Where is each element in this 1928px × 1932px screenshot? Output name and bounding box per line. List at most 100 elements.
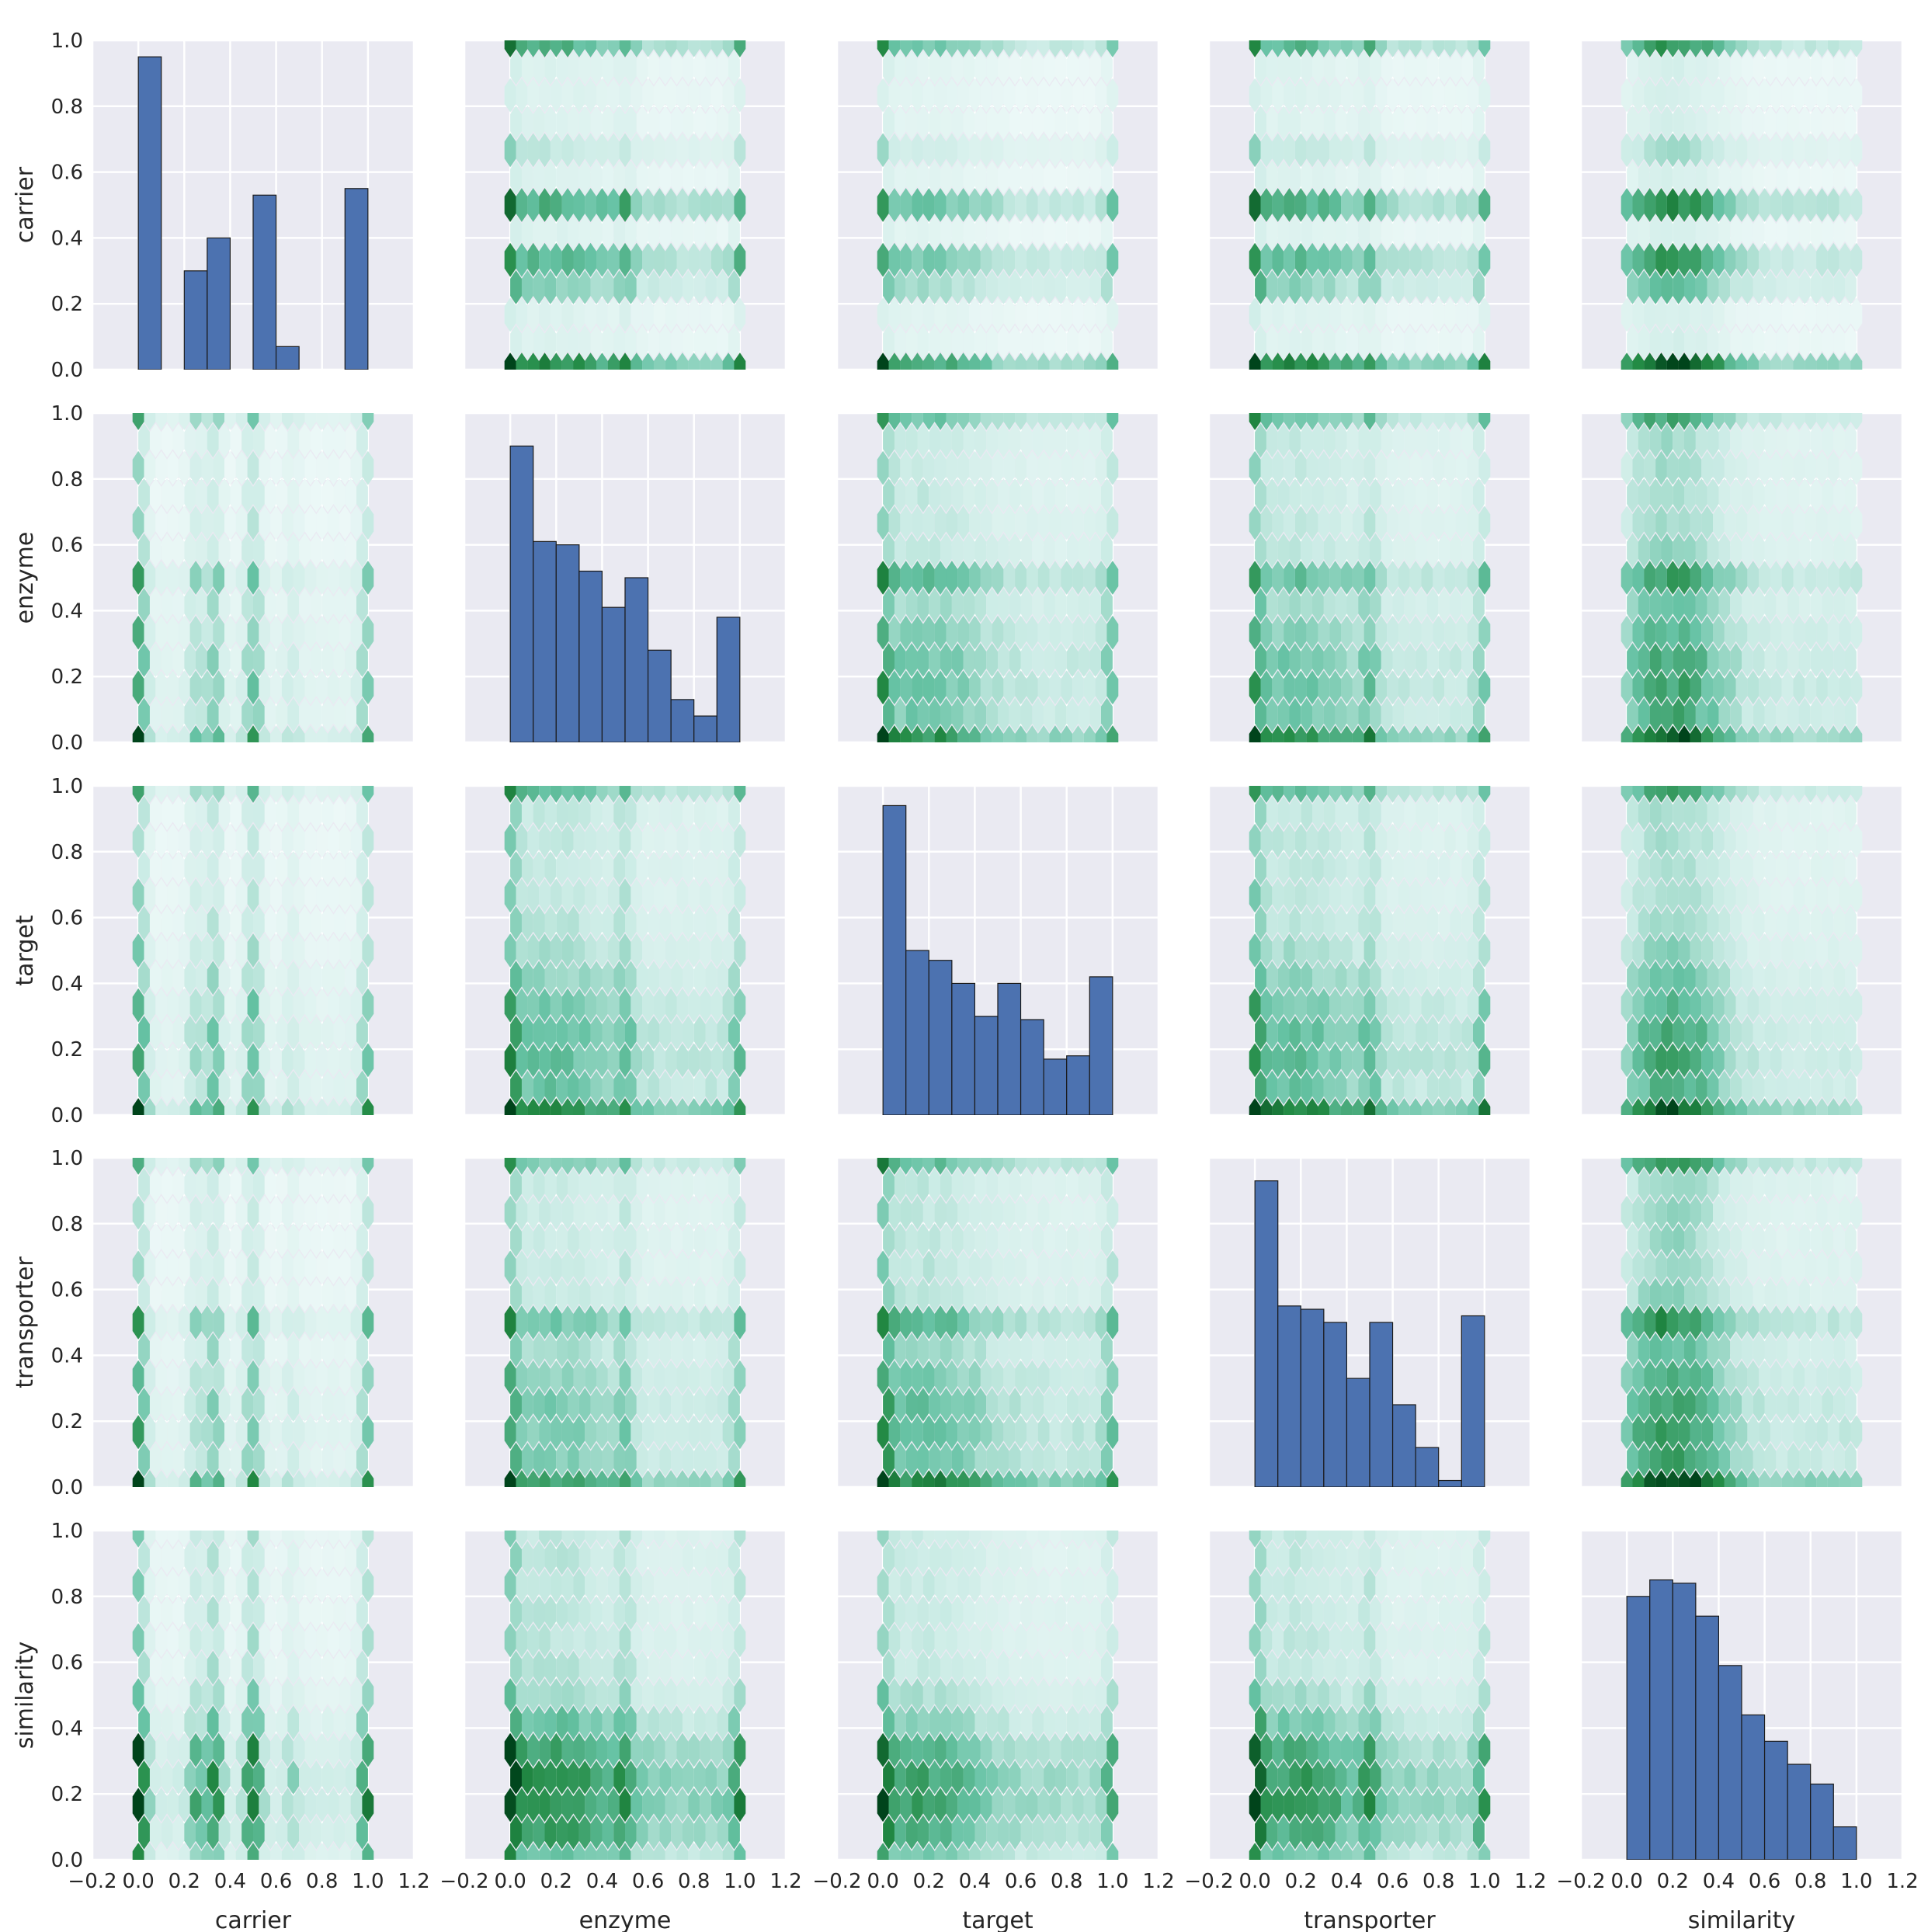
hexbin-cell: [1409, 413, 1422, 430]
hexbin-cell: [510, 1070, 522, 1105]
hexbin-cell: [1375, 933, 1388, 968]
hexbin-cell: [1776, 1277, 1788, 1312]
hexbin-cell: [676, 242, 689, 277]
hexbin-cell: [1805, 725, 1817, 742]
hexbin-cell: [883, 1333, 895, 1367]
hexbin-cell: [1381, 961, 1393, 996]
hexbin-cell: [189, 615, 202, 650]
hexbin-cell: [1678, 40, 1690, 57]
hexbin-cell: [544, 1070, 557, 1105]
hexbin-cell: [264, 1596, 276, 1630]
hexbin-cell: [1666, 1158, 1679, 1175]
hexbin-cell: [1638, 1442, 1650, 1477]
hexbin-cell: [539, 1305, 551, 1340]
hexbin-cell: [1455, 506, 1468, 540]
hexbin-cell: [516, 1158, 528, 1175]
hexbin-cell: [1054, 588, 1067, 623]
hexbin-cell: [671, 1333, 683, 1367]
hexbin-cell: [1346, 270, 1359, 304]
hexbin-cell: [293, 1098, 305, 1115]
hexbin-cell: [350, 786, 363, 803]
hexbin-cell: [1701, 40, 1714, 57]
hexbin-cell: [178, 450, 190, 485]
hexbin-cell: [362, 1158, 374, 1175]
hexbin-cell: [998, 1223, 1009, 1257]
hexbin-cell: [333, 1223, 346, 1257]
hexbin-cell: [700, 353, 711, 370]
hexbin-cell: [642, 133, 654, 168]
hexbin-cell: [1649, 796, 1662, 831]
hexbin-cell: [917, 1223, 929, 1257]
hexbin-cell: [1644, 878, 1656, 913]
hexbin-cell: [922, 1195, 935, 1230]
hexbin-cell: [1787, 1277, 1799, 1312]
hexbin-cell: [888, 1305, 901, 1340]
hexbin-cell: [1083, 40, 1096, 57]
hexbin-cell: [1461, 961, 1474, 996]
hexbin-cell: [201, 615, 214, 650]
hexbin-cell: [613, 160, 625, 195]
hexbin-cell: [1095, 615, 1107, 650]
hexbin-cell: [1810, 270, 1822, 304]
hexbin-cell: [1742, 961, 1753, 996]
hexbin-cell: [1632, 413, 1645, 430]
hexbin-cell: [161, 961, 173, 996]
hexbin-cell: [602, 905, 614, 940]
hexbin-cell: [167, 1305, 179, 1340]
hexbin-cell: [590, 905, 603, 940]
hexbin-cell: [613, 50, 625, 85]
hexbin-cell: [1341, 823, 1353, 858]
hexbin-cell: [1473, 50, 1485, 85]
hexbin-cell: [1701, 1305, 1714, 1340]
hexbin-cell: [328, 1843, 339, 1860]
hexbin-cell: [636, 905, 648, 940]
hexbin-cell: [957, 1360, 970, 1395]
hexbin-cell: [607, 933, 620, 968]
hexbin-cell: [877, 670, 889, 705]
hexbin-cell: [1666, 1360, 1679, 1395]
hexbin-cell: [1398, 188, 1410, 222]
hexbin-cell: [1020, 697, 1033, 732]
hexbin-cell: [527, 786, 540, 803]
hexbin-cell: [1409, 878, 1422, 913]
hexbin-cell: [1352, 670, 1364, 705]
hexbin-cell: [1044, 533, 1055, 568]
hexbin-cell: [1455, 988, 1468, 1023]
hexbin-cell: [172, 697, 185, 732]
hexbin-cell: [1260, 40, 1273, 57]
hexbin-cell: [1083, 725, 1096, 742]
hexbin-cell: [516, 133, 528, 168]
hexbin-cell: [998, 533, 1009, 568]
hexbin-cell: [521, 1277, 533, 1312]
hexbin-cell: [613, 796, 625, 831]
hexbin-cell: [1255, 796, 1266, 831]
hexbin-cell: [951, 1277, 964, 1312]
hexbin-cell: [504, 878, 516, 913]
hexbin-cell: [1455, 823, 1468, 858]
hexbin-cell: [167, 561, 179, 595]
hexbin-cell: [1095, 561, 1107, 595]
hexbin-cell: [1822, 697, 1834, 732]
hexbin-cell: [533, 851, 545, 885]
hexbin-cell: [1044, 160, 1055, 195]
hexbin-cell: [1673, 1277, 1685, 1312]
hexbin-cell: [1312, 325, 1324, 360]
hexbin-cell: [1730, 106, 1742, 140]
hexbin-cell: [1266, 851, 1278, 885]
hexbin-cell: [1106, 1305, 1119, 1340]
hexbin-cell: [1764, 215, 1777, 250]
hexbin-cell: [998, 643, 1009, 677]
hexbin-cell: [625, 1388, 637, 1422]
hexbin-cell: [1083, 1470, 1096, 1487]
hexbin-cell: [980, 188, 992, 222]
hexbin-cell: [550, 1250, 562, 1285]
hexbin-cell: [1822, 533, 1834, 568]
hexbin-cell: [1095, 670, 1107, 705]
hexbin-cell: [1798, 697, 1811, 732]
hexbin-cell: [1666, 1470, 1679, 1487]
hexbin-cell: [1455, 450, 1468, 485]
hexbin-cell: [504, 1305, 516, 1340]
hexbin-cell: [693, 1223, 706, 1257]
hexbin-cell: [946, 297, 958, 332]
hexbin-cell: [693, 160, 706, 195]
